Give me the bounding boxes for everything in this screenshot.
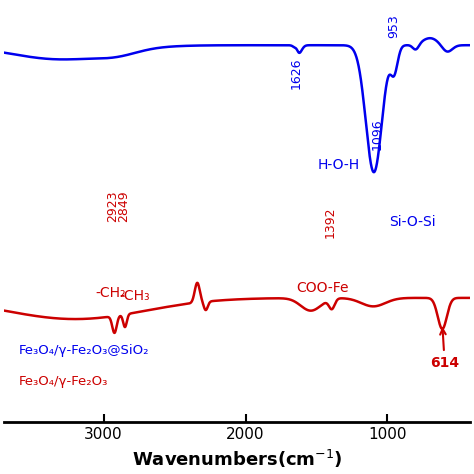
Text: Fe₃O₄/γ-Fe₂O₃: Fe₃O₄/γ-Fe₂O₃ [18,375,108,388]
Text: 953: 953 [388,14,401,37]
Text: Fe₃O₄/γ-Fe₂O₃@SiO₂: Fe₃O₄/γ-Fe₂O₃@SiO₂ [18,344,149,357]
Text: 2923: 2923 [106,191,119,222]
Text: Si-O-Si: Si-O-Si [389,215,436,228]
Text: -CH₃: -CH₃ [119,289,150,303]
Text: 1626: 1626 [290,57,302,89]
Text: COO-Fe: COO-Fe [296,281,348,295]
Text: 1096: 1096 [370,119,383,150]
Text: 1392: 1392 [324,206,337,237]
Text: H-O-H: H-O-H [318,158,360,172]
Text: -CH₂: -CH₂ [95,286,126,301]
Text: 2849: 2849 [117,191,130,222]
X-axis label: Wavenumbers(cm$^{-1}$): Wavenumbers(cm$^{-1}$) [132,448,342,470]
Text: 614: 614 [430,329,459,370]
